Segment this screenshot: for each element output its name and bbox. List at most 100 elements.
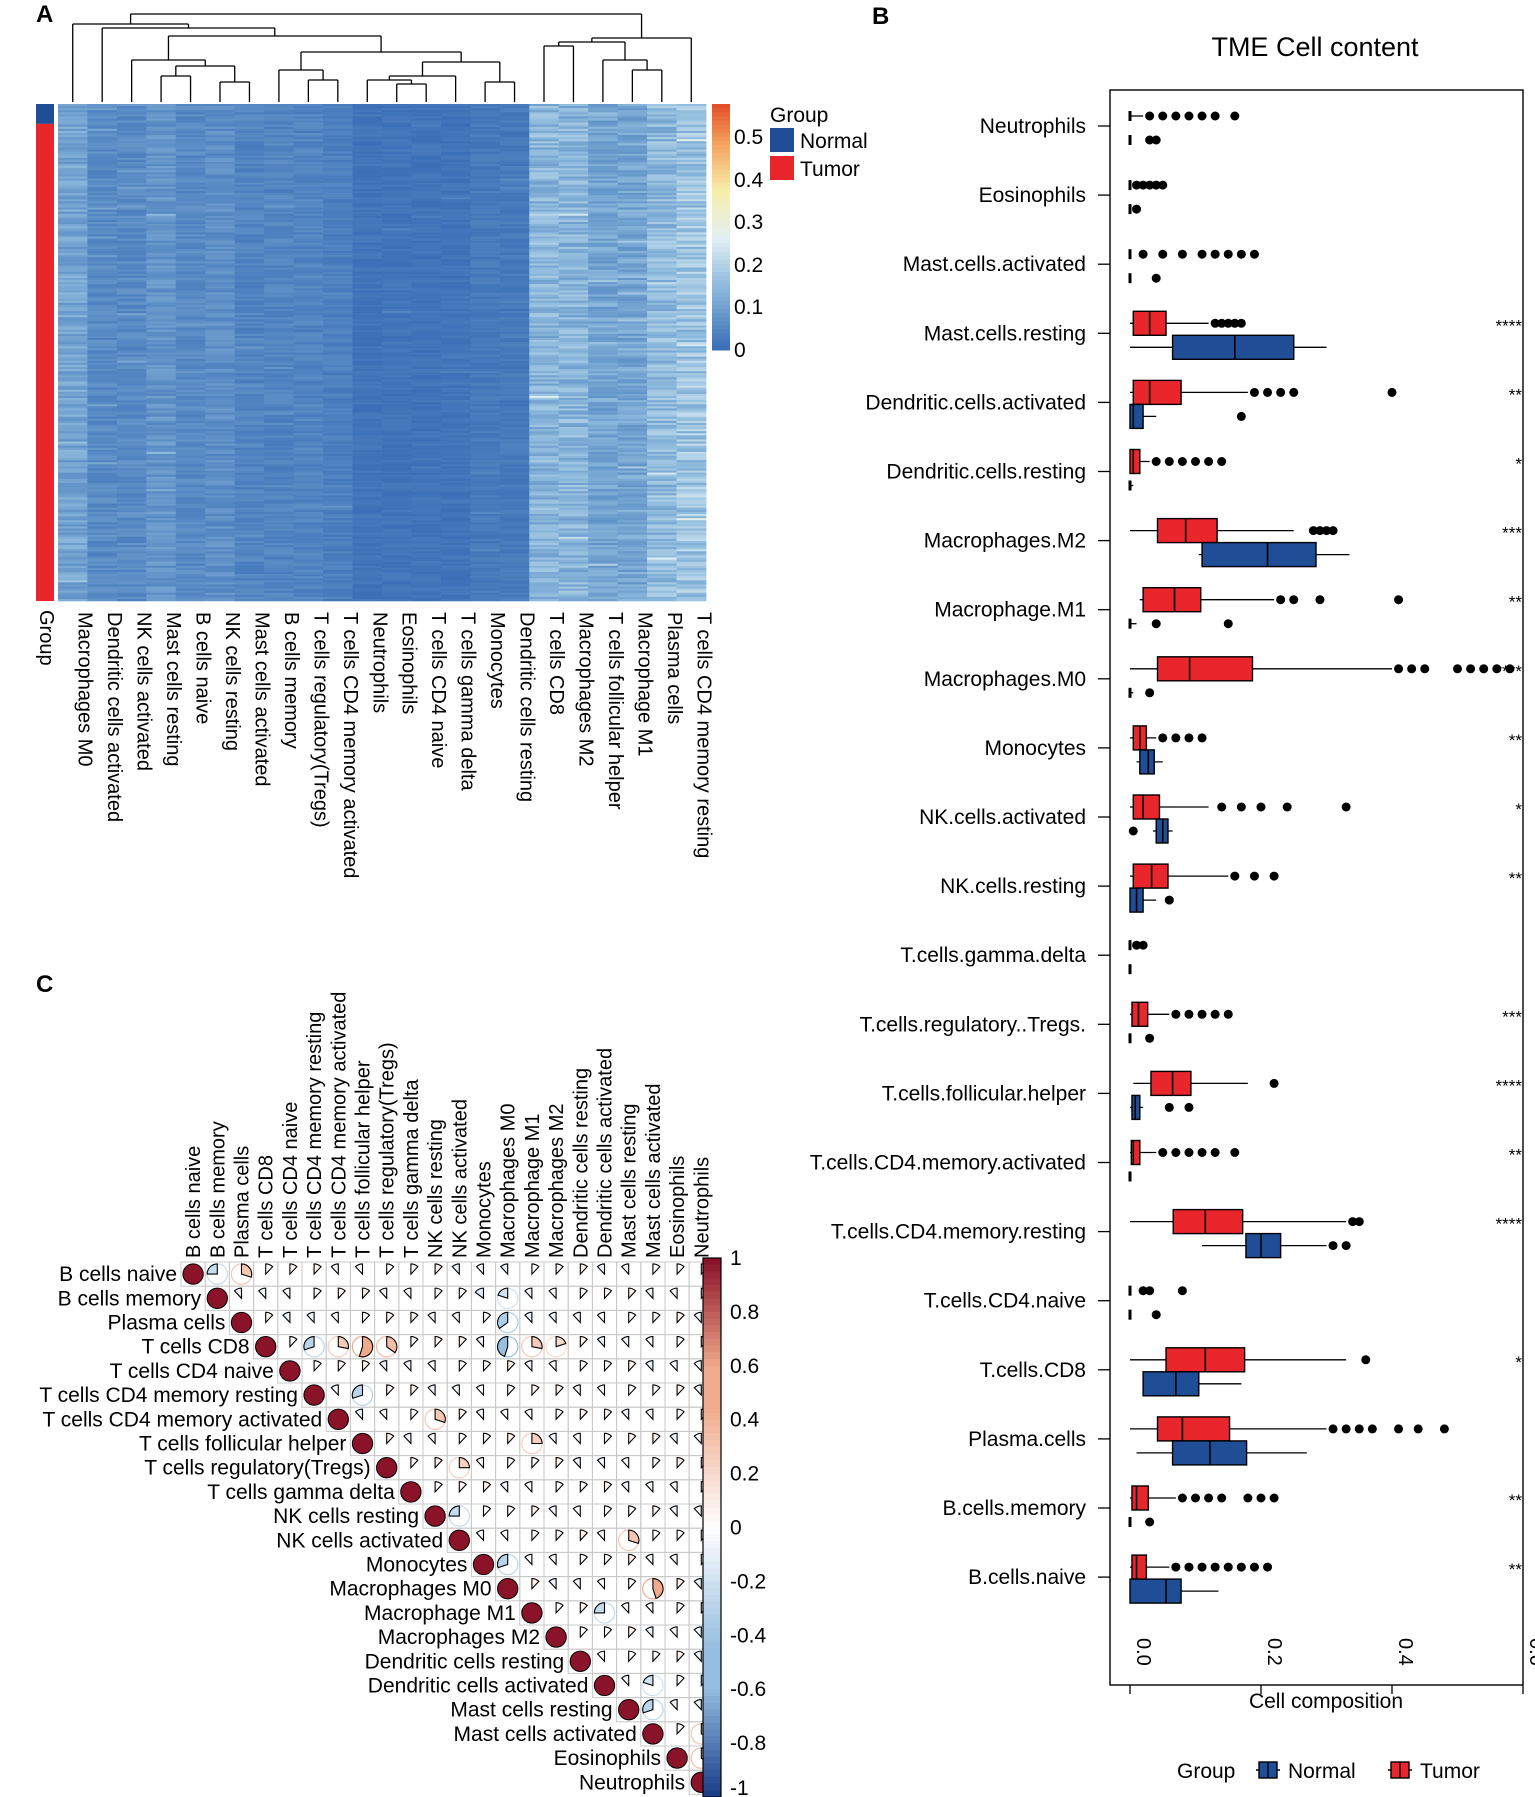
heatmap-cell (205, 317, 236, 320)
heatmap-cell (264, 470, 295, 473)
heatmap-cell (647, 302, 677, 306)
heatmap-cell (617, 354, 648, 357)
heatmap-cell (529, 217, 560, 221)
heatmap-cell (499, 472, 530, 475)
heatmap-cell (116, 251, 147, 254)
heatmap-cell (234, 313, 265, 316)
heatmap-cell (58, 422, 88, 426)
heatmap-cell (323, 219, 353, 223)
heatmap-cell (352, 418, 383, 422)
heatmap-cell (146, 445, 177, 449)
heatmap-cell (87, 354, 118, 357)
heatmap-cell (205, 543, 236, 546)
heatmap-cell (440, 528, 471, 531)
heatmap-cell (116, 309, 147, 312)
heatmap-cell (558, 333, 589, 337)
heatmap-cell (87, 203, 118, 206)
heatmap-cell (558, 195, 589, 198)
heatmap-cell (617, 306, 648, 310)
heatmap-cell (529, 453, 560, 457)
heatmap-cell (647, 265, 677, 268)
heatmap-cell (499, 545, 530, 548)
heatmap-cell (175, 462, 206, 465)
heatmap-cell (470, 406, 501, 409)
heatmap-cell (558, 294, 589, 297)
heatmap-cell (87, 420, 118, 424)
heatmap-cell (264, 371, 295, 374)
heatmap-cell (87, 205, 118, 208)
heatmap-cell (293, 553, 324, 556)
heatmap-cell (146, 414, 177, 417)
heatmap-cell (264, 427, 295, 430)
heatmap-cell (382, 511, 412, 515)
heatmap-cell (146, 435, 177, 438)
heatmap-cell (146, 219, 177, 223)
heatmap-cell (175, 536, 206, 540)
heatmap-cell (293, 244, 324, 248)
heatmap-cell (146, 304, 177, 308)
heatmap-cell (58, 360, 88, 364)
heatmap-cell (529, 422, 560, 426)
heatmap-cell (352, 311, 383, 314)
heatmap-cell (470, 110, 501, 113)
heatmap-cell (205, 518, 236, 521)
heatmap-cell (440, 338, 471, 341)
heatmap-cell (116, 443, 147, 446)
heatmap-cell (617, 474, 648, 478)
heatmap-cell (146, 416, 177, 420)
heatmap-cell (352, 590, 383, 594)
heatmap-cell (558, 205, 589, 208)
heatmap-cell (175, 317, 206, 320)
heatmap-cell (264, 387, 295, 391)
heatmap-cell (87, 391, 118, 395)
heatmap-cell (529, 211, 560, 215)
heatmap-cell (440, 234, 471, 237)
heatmap-cell (175, 199, 206, 202)
heatmap-cell (175, 282, 206, 285)
heatmap-cell (234, 456, 265, 459)
heatmap-cell (440, 590, 471, 594)
heatmap-cell (382, 518, 412, 521)
heatmap-cell (323, 588, 353, 591)
heatmap-cell (264, 476, 295, 480)
heatmap-cell (588, 373, 619, 376)
heatmap-cell (293, 424, 324, 428)
heatmap-cell (617, 383, 648, 386)
heatmap-cell (175, 236, 206, 239)
heatmap-cell (382, 203, 412, 206)
heatmap-cell (470, 190, 501, 194)
heatmap-cell (529, 224, 560, 227)
heatmap-cell (116, 145, 147, 148)
heatmap-cell (293, 311, 324, 314)
heatmap-cell (470, 317, 501, 320)
heatmap-cell (205, 447, 236, 451)
heatmap-cell (588, 176, 619, 179)
heatmap-cell (146, 302, 177, 306)
heatmap-cell (58, 226, 88, 229)
heatmap-cell (116, 445, 147, 449)
heatmap-cell (470, 147, 501, 150)
heatmap-cell (499, 466, 530, 469)
heatmap-cell (264, 466, 295, 469)
heatmap-cell (440, 342, 471, 345)
heatmap-cell (352, 197, 383, 200)
heatmap-cell (175, 164, 206, 167)
heatmap-cell (440, 545, 471, 548)
heatmap-cell (264, 164, 295, 167)
heatmap-cell (382, 590, 412, 594)
heatmap-cell (146, 313, 177, 316)
heatmap-cell (529, 427, 560, 430)
heatmap-cell (264, 391, 295, 395)
heatmap-cell (558, 161, 589, 165)
heatmap-cell (264, 590, 295, 594)
heatmap-cell (264, 395, 295, 399)
heatmap-cell (647, 306, 677, 310)
heatmap-cell (588, 141, 619, 144)
heatmap-cell (352, 569, 383, 573)
heatmap-cell (440, 340, 471, 343)
heatmap-cell (175, 379, 206, 382)
heatmap-cell (293, 474, 324, 478)
heatmap-cell (146, 514, 177, 517)
heatmap-cell (558, 352, 589, 355)
heatmap-cell (234, 592, 265, 596)
